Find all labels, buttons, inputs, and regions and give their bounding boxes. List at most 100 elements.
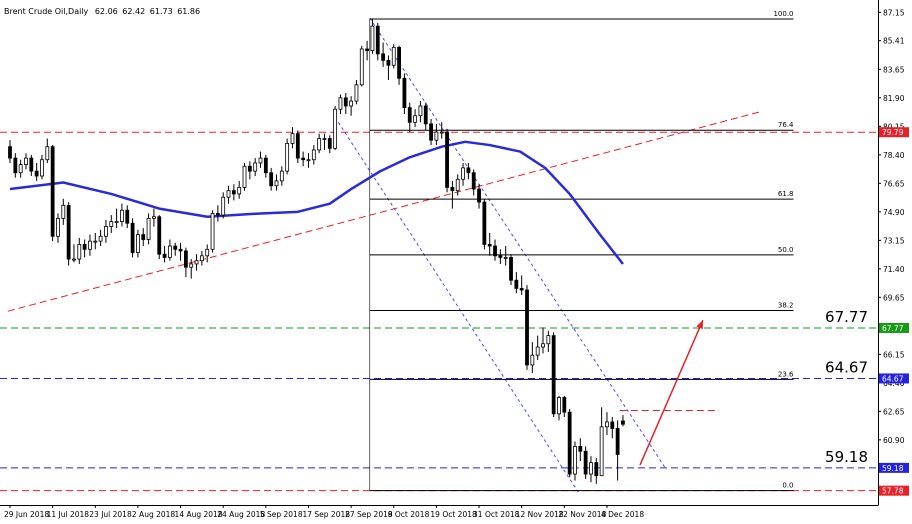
candle-body [615, 428, 620, 455]
level-tag [879, 127, 909, 138]
candle-body [141, 234, 146, 240]
x-tick-label: 5 Sep 2018 [260, 510, 303, 519]
candle-body [535, 346, 540, 356]
candle-body [354, 84, 359, 102]
candle-body [381, 53, 386, 61]
candle-body [215, 213, 220, 216]
x-tick-label: 12 Nov 2018 [516, 510, 564, 519]
candle-body [221, 196, 226, 216]
candle-body [605, 421, 609, 428]
candle-body [498, 255, 503, 258]
chart-title: Brent Crude Oil,Daily [4, 7, 89, 16]
x-tick-label: 29 Jun 2018 [4, 510, 49, 519]
moving-average [9, 140, 624, 265]
candle-body [82, 244, 87, 250]
candle-body [45, 146, 50, 161]
candle-body [231, 190, 236, 195]
candle-body [359, 48, 364, 86]
candle-body [178, 248, 183, 252]
candle-body [72, 258, 76, 261]
fib-label: 23.6 [778, 370, 794, 378]
level-tag-label: 59.18 [882, 464, 904, 473]
candle-body [573, 445, 577, 475]
candle-body [439, 131, 444, 134]
header-close: 61.86 [177, 7, 200, 16]
y-tick-label: 71.40 [883, 265, 905, 274]
candle-body [226, 190, 231, 198]
candle-body [173, 245, 178, 250]
header-low: 61.73 [150, 7, 173, 16]
candle-body [306, 159, 311, 162]
level-callout: 59.18 [825, 448, 868, 466]
candle-body [546, 335, 551, 345]
candle-body [402, 77, 407, 109]
candle-body [157, 216, 162, 255]
candle-body [397, 46, 401, 79]
candle-body [93, 240, 98, 243]
candle-body [423, 105, 428, 125]
candle-body [194, 260, 199, 265]
candle-body [514, 279, 519, 289]
candle-body [29, 157, 34, 172]
candle-body [162, 253, 167, 258]
candle-body [429, 123, 433, 141]
candle-body [413, 115, 417, 123]
candle-body [450, 187, 455, 192]
candle-body [88, 240, 92, 250]
candle-body [562, 397, 567, 413]
candle-body [349, 100, 354, 107]
x-tick-label: 11 Jul 2018 [47, 510, 90, 519]
candle-body [120, 209, 124, 223]
candle-body [509, 257, 513, 281]
x-tick-label: 17 Sep 2018 [302, 510, 350, 519]
candle-body [8, 146, 12, 159]
candle-body [301, 157, 306, 161]
fib-label: 0.0 [782, 482, 793, 490]
y-tick-label: 69.65 [883, 293, 905, 302]
y-tick-label: 76.65 [883, 179, 905, 188]
candle-body [61, 204, 66, 219]
candle-body [24, 157, 28, 166]
candle-body [578, 445, 583, 452]
level-tag [879, 322, 909, 333]
candle-body [109, 221, 114, 227]
candle-body [370, 25, 375, 52]
candle-body [189, 263, 194, 268]
level-tag-label: 67.77 [882, 324, 904, 333]
candle-body [461, 167, 465, 180]
candle-body [98, 235, 103, 242]
candle-body [130, 222, 135, 253]
candle-body [503, 257, 508, 259]
x-tick-label: 14 Aug 2018 [175, 510, 223, 519]
candle-body [237, 187, 242, 195]
candle-body [551, 335, 556, 415]
candle-body [418, 105, 423, 117]
candle-body [125, 209, 130, 224]
level-tag-label: 64.67 [882, 374, 904, 383]
candle-body [199, 255, 204, 262]
level-tag-label: 57.78 [882, 487, 904, 496]
arrow-shaft [639, 319, 704, 466]
candle-body [34, 170, 39, 177]
candle-body [391, 46, 396, 66]
y-tick-label: 83.65 [883, 65, 905, 74]
candle-body [482, 201, 487, 245]
candle-body [621, 420, 625, 425]
x-tick-label: 31 Oct 2018 [473, 510, 520, 519]
candle-body [247, 165, 252, 172]
candle-body [589, 462, 593, 475]
trendline [334, 117, 579, 493]
y-tick-label: 73.15 [883, 236, 905, 245]
fib-label: 50.0 [778, 246, 794, 254]
header-open: 62.06 [95, 7, 118, 16]
candle-body [567, 411, 572, 475]
y-tick-label: 62.65 [883, 407, 905, 416]
y-tick-label: 60.90 [883, 436, 905, 445]
candle-body [317, 138, 322, 151]
level-tag [879, 373, 909, 384]
candle-body [599, 426, 604, 477]
candle-body [541, 343, 545, 348]
candle-body [146, 217, 151, 240]
candle-body [242, 165, 247, 188]
